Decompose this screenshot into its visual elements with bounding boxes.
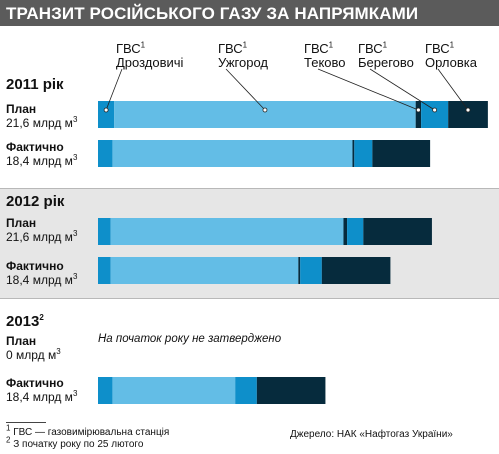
leader-line-berehovo xyxy=(369,68,435,111)
legend-uzhhorod: ГВС1 Ужгород xyxy=(218,40,268,70)
bar-segment-orlovka-2011-fact xyxy=(372,140,431,167)
source-note: Джерело: НАК «Нафтогаз України» xyxy=(290,429,453,440)
bar-segment-berehovo-2012-fact xyxy=(300,257,322,284)
year-2013-heading: 20132 xyxy=(6,313,44,330)
bar-segment-tekovo-2012-fact xyxy=(298,257,301,284)
leader-line-tekovo xyxy=(317,68,419,111)
bar-segment-drozdovychi-2011-plan xyxy=(98,101,115,128)
bar-segment-berehovo-2013-fact xyxy=(235,377,257,404)
legend-orlovka: ГВС1 Орловка xyxy=(425,40,477,70)
bar-segment-orlovka-2011-plan xyxy=(448,101,488,128)
leader-dot-berehovo xyxy=(432,107,438,113)
leader-lines-group xyxy=(103,68,471,113)
bar-segment-orlovka-2012-plan xyxy=(363,218,432,245)
bar-segment-uzhhorod-2013-fact xyxy=(112,377,236,404)
section-separator xyxy=(0,188,499,189)
bar-segment-tekovo-2011-plan xyxy=(415,101,422,128)
row-label-plan-2012: План 21,6 млрд м3 xyxy=(6,216,78,244)
leader-dot-tekovo xyxy=(415,107,421,113)
leader-line-uzhhorod xyxy=(225,68,266,111)
note-2013-plan: На початок року не затверджено xyxy=(98,333,282,345)
leader-dot-orlovka xyxy=(465,107,471,113)
legend-tekovo: ГВС1 Теково xyxy=(304,40,346,70)
bar-segment-drozdovychi-2012-plan xyxy=(98,218,111,245)
bar-segment-drozdovychi-2012-fact xyxy=(98,257,111,284)
leader-line-drozdovychi xyxy=(105,68,123,111)
bar-segment-drozdovychi-2011-fact xyxy=(98,140,113,167)
row-label-fact-2011: Фактично 18,4 млрд м3 xyxy=(6,140,78,168)
bar-segment-tekovo-2011-fact xyxy=(352,140,355,167)
bar-segment-uzhhorod-2012-fact xyxy=(110,257,299,284)
year-2011-heading: 2011 рік xyxy=(6,76,64,93)
footnote-rule xyxy=(6,422,46,423)
bar-segment-uzhhorod-2012-plan xyxy=(110,218,344,245)
bar-segment-berehovo-2011-fact xyxy=(354,140,373,167)
leader-dot-drozdovychi xyxy=(103,107,109,113)
leader-dot-uzhhorod xyxy=(262,107,268,113)
bar-segment-uzhhorod-2011-plan xyxy=(114,101,416,128)
title-bar xyxy=(0,0,499,26)
bar-segment-orlovka-2013-fact xyxy=(256,377,326,404)
legend-berehovo: ГВС1 Берегово xyxy=(358,40,414,70)
chart-title: ТРАНЗИТ РОСІЙСЬКОГО ГАЗУ ЗА НАПРЯМКАМИ xyxy=(6,4,419,23)
row-label-plan-2011: План 21,6 млрд м3 xyxy=(6,102,78,130)
bar-segment-tekovo-2012-plan xyxy=(343,218,348,245)
bar-segment-orlovka-2012-fact xyxy=(321,257,391,284)
bar-segment-uzhhorod-2011-fact xyxy=(112,140,353,167)
bar-segment-berehovo-2011-plan xyxy=(421,101,449,128)
bar-segment-berehovo-2012-plan xyxy=(347,218,364,245)
bars-group xyxy=(98,101,488,404)
footnote-2: 2 З початку року по 25 лютого xyxy=(6,435,144,450)
year-2012-heading: 2012 рік xyxy=(6,193,65,210)
leader-line-orlovka xyxy=(437,68,469,111)
row-label-fact-2012: Фактично 18,4 млрд м3 xyxy=(6,259,78,287)
row-label-plan-2013: План 0 млрд м3 xyxy=(6,334,61,362)
row-label-fact-2013: Фактично 18,4 млрд м3 xyxy=(6,376,78,404)
bar-segment-drozdovychi-2013-fact xyxy=(98,377,113,404)
section-separator xyxy=(0,298,499,299)
footnote-1: 1 ГВС — газовимірювальна станція xyxy=(6,423,170,438)
legend-drozdovychi: ГВС1 Дроздовичі xyxy=(116,40,184,70)
